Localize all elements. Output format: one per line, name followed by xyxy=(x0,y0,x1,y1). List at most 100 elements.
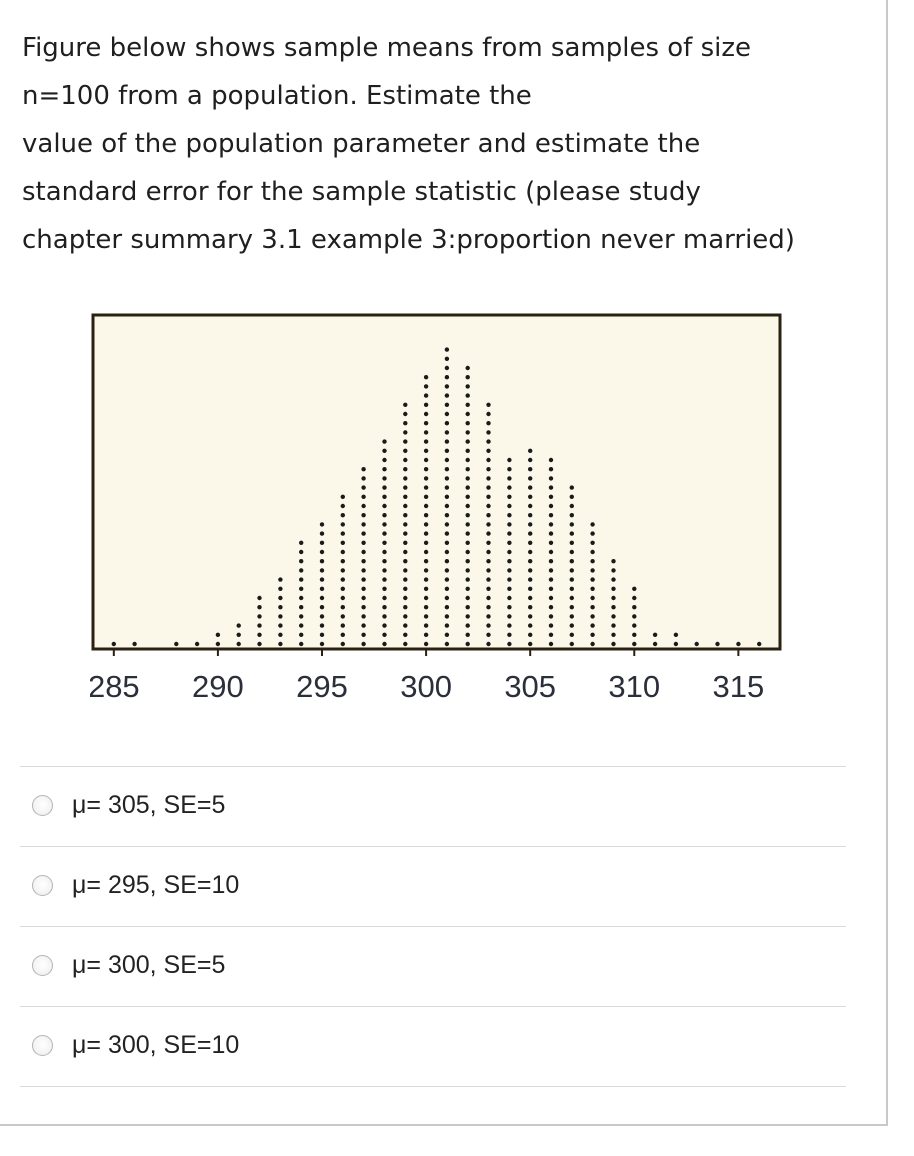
dot-point xyxy=(465,467,470,472)
dot-point xyxy=(528,448,533,453)
dot-point xyxy=(486,485,491,490)
dot-point xyxy=(382,632,387,637)
dot-point xyxy=(382,641,387,647)
dot-point xyxy=(569,559,574,564)
dot-point xyxy=(632,586,637,591)
dot-point xyxy=(465,595,470,601)
dot-point xyxy=(382,439,387,444)
dot-point xyxy=(486,421,491,426)
dot-point xyxy=(465,421,470,426)
dot-point xyxy=(652,632,658,637)
dot-point xyxy=(382,467,387,472)
question-line: standard error for the sample statistic … xyxy=(22,177,701,207)
dot-point xyxy=(257,595,262,601)
x-tick-label: 295 xyxy=(296,669,348,704)
dot-point xyxy=(403,559,408,564)
choice-label: μ= 300, SE=10 xyxy=(72,1031,240,1059)
dot-point xyxy=(528,540,533,545)
dot-point xyxy=(465,641,470,647)
radio-button[interactable] xyxy=(32,955,53,976)
dot-point xyxy=(319,549,325,555)
dot-point xyxy=(590,595,595,601)
dot-point xyxy=(423,411,429,417)
dot-point xyxy=(465,632,470,637)
dot-layer xyxy=(111,347,762,647)
radio-button[interactable] xyxy=(32,1035,53,1056)
dot-point xyxy=(444,411,450,417)
dot-point xyxy=(340,540,345,545)
dot-point xyxy=(194,641,200,647)
dot-point xyxy=(257,623,262,628)
dot-point xyxy=(278,641,283,647)
dot-point xyxy=(465,623,470,628)
radio-button[interactable] xyxy=(32,795,53,816)
dot-point xyxy=(715,641,720,647)
dot-point xyxy=(528,605,533,610)
dot-point xyxy=(403,641,408,647)
dot-point xyxy=(444,595,450,601)
dot-point xyxy=(548,559,554,564)
dot-point xyxy=(569,595,574,601)
dot-point xyxy=(528,513,533,518)
dot-point xyxy=(319,623,325,628)
dot-point xyxy=(423,513,429,518)
dot-point xyxy=(423,494,429,499)
dot-point xyxy=(548,531,554,536)
dot-point xyxy=(361,476,366,481)
dot-point xyxy=(340,531,345,536)
dot-point xyxy=(548,485,554,490)
dot-point xyxy=(361,605,366,610)
dot-point xyxy=(444,568,450,573)
dot-point xyxy=(444,605,450,610)
dot-point xyxy=(507,503,512,509)
dot-point xyxy=(423,457,429,463)
dot-point xyxy=(257,641,262,647)
dot-point xyxy=(590,540,595,545)
dot-point xyxy=(486,457,491,463)
dot-point xyxy=(444,540,450,545)
dot-point xyxy=(507,531,512,536)
dot-point xyxy=(299,623,304,628)
dot-point xyxy=(548,467,554,472)
dot-point xyxy=(507,568,512,573)
dot-point xyxy=(632,614,637,619)
dot-point xyxy=(486,448,491,453)
dot-point xyxy=(444,503,450,509)
dot-point xyxy=(257,614,262,619)
dot-point xyxy=(444,549,450,555)
dot-point xyxy=(486,549,491,555)
dot-point xyxy=(319,614,325,619)
dot-point xyxy=(319,586,325,591)
dot-point xyxy=(423,577,429,582)
dot-point xyxy=(632,595,637,601)
radio-button[interactable] xyxy=(32,875,53,896)
dot-point xyxy=(423,402,429,407)
dot-point xyxy=(548,623,554,628)
choice-option[interactable]: μ= 305, SE=5 xyxy=(20,766,846,846)
choice-option[interactable]: μ= 300, SE=10 xyxy=(20,1006,846,1087)
dot-point xyxy=(382,513,387,518)
dot-point xyxy=(423,485,429,490)
dot-point xyxy=(548,614,554,619)
dot-point xyxy=(569,641,574,647)
dot-point xyxy=(486,439,491,444)
dot-point xyxy=(423,531,429,536)
choice-option[interactable]: μ= 295, SE=10 xyxy=(20,846,846,926)
dot-point xyxy=(423,568,429,573)
dot-point xyxy=(382,540,387,545)
question-card: Figure below shows sample means from sam… xyxy=(0,0,888,1126)
dot-point xyxy=(444,375,450,380)
dot-point xyxy=(465,549,470,555)
choice-option[interactable]: μ= 300, SE=5 xyxy=(20,926,846,1006)
dot-point xyxy=(423,393,429,398)
dot-point xyxy=(319,559,325,564)
dot-point xyxy=(632,632,637,637)
x-tick-label: 305 xyxy=(504,669,556,704)
dot-point xyxy=(382,595,387,601)
dot-point xyxy=(257,605,262,610)
dot-point xyxy=(423,605,429,610)
dot-point xyxy=(361,559,366,564)
dot-point xyxy=(528,641,533,647)
dot-point xyxy=(507,549,512,555)
question-line: value of the population parameter and es… xyxy=(22,129,701,159)
